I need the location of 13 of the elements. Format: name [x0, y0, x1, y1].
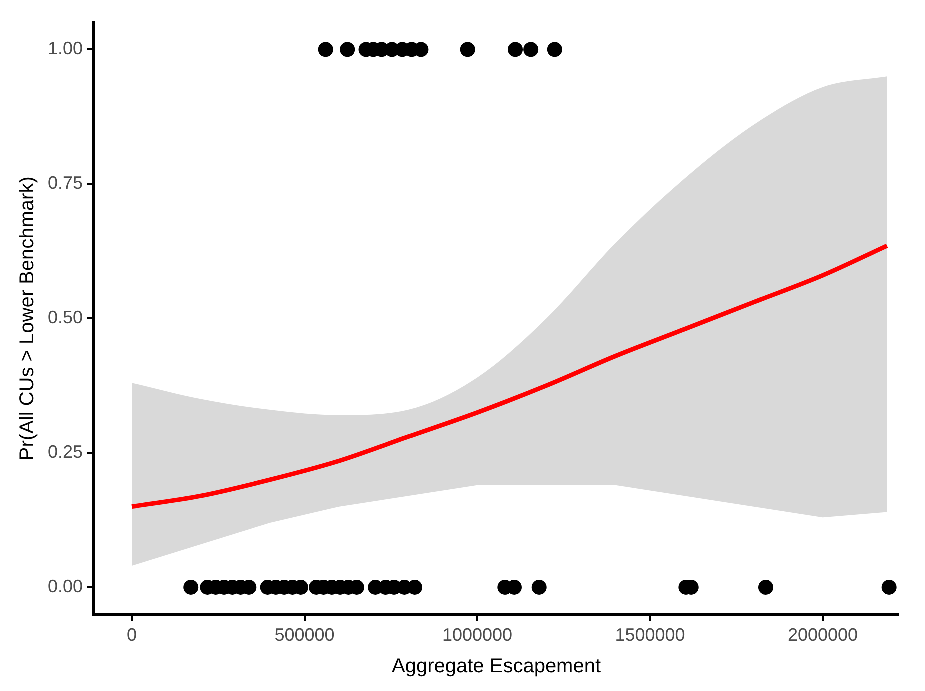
y-tick-label: 0.25: [48, 442, 84, 462]
y-tick-label: 0.50: [48, 308, 84, 328]
y-axis-title: Pr(All CUs > Lower Benchmark): [16, 176, 39, 461]
y-tick-label: 1.00: [48, 38, 84, 59]
y-tick-label: 0.00: [48, 576, 84, 596]
x-tick-label: 0: [127, 625, 138, 646]
x-tick-label: 2000000: [788, 625, 858, 646]
x-tick-label: 1000000: [442, 625, 513, 646]
line-series: [130, 244, 890, 510]
x-tick-label: 500000: [274, 625, 335, 646]
x-axis-title: Aggregate Escapement: [392, 656, 602, 678]
y-tick-label: 0.75: [48, 173, 84, 194]
x-tick-label: 1500000: [615, 625, 686, 646]
